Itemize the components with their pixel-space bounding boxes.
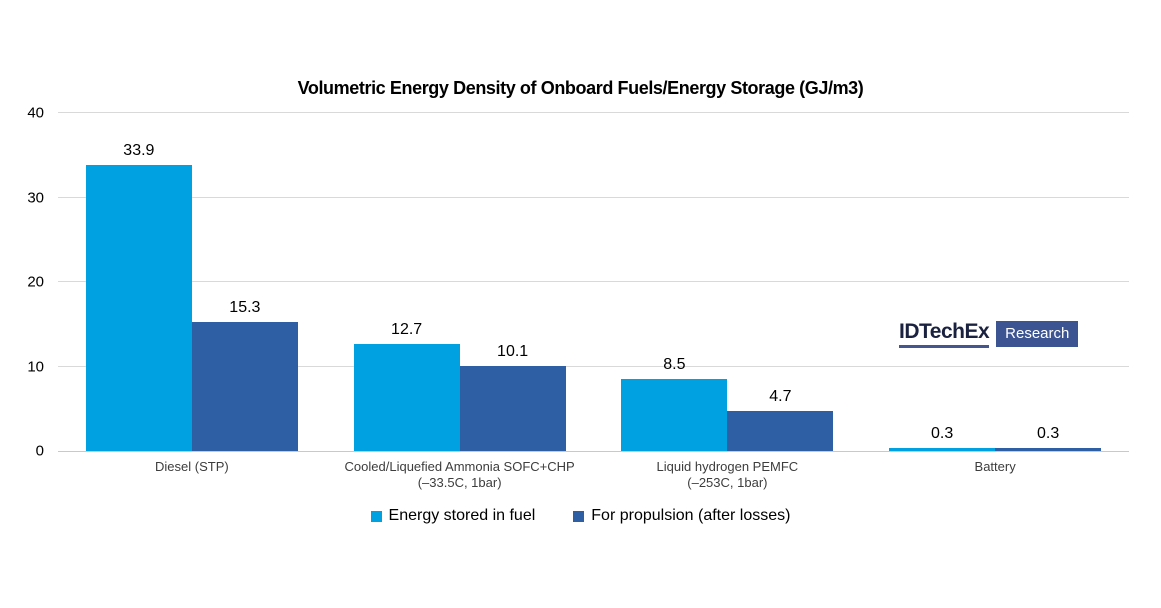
x-category-label: Battery bbox=[974, 459, 1016, 474]
legend-marker-icon bbox=[370, 510, 382, 522]
x-axis-labels: Diesel (STP) Cooled/Liquefied Ammonia SOF… bbox=[58, 459, 1129, 491]
idtechex-research-badge: Research bbox=[996, 321, 1079, 347]
bar-value-label: 33.9 bbox=[123, 141, 155, 159]
bar-group: 0.3 0.3 bbox=[861, 113, 1129, 451]
legend-label: For propulsion (after losses) bbox=[591, 507, 791, 524]
bar-value-label: 12.7 bbox=[391, 320, 423, 338]
y-axis-labels: 0 10 20 30 40 bbox=[0, 105, 50, 460]
bar: 15.3 bbox=[191, 299, 298, 451]
y-tick-label-20: 20 bbox=[27, 273, 44, 291]
bar-value-label: 10.1 bbox=[497, 342, 529, 360]
bar: 33.9 bbox=[85, 142, 192, 451]
bar-value-label: 4.7 bbox=[769, 388, 792, 406]
y-tick-label-30: 30 bbox=[27, 189, 44, 206]
x-category-label: Cooled/Liquefied Ammonia SOFC+CHP (–33.5C… bbox=[344, 459, 575, 490]
idtechex-logo: IDTechEx Research bbox=[899, 320, 1079, 348]
y-tick-label-10: 10 bbox=[27, 358, 44, 375]
y-tick-label-0: 0 bbox=[35, 442, 44, 460]
bar: 4.7 bbox=[727, 388, 834, 451]
bar-value-label: 0.3 bbox=[931, 425, 954, 443]
legend-marker-icon bbox=[573, 510, 585, 522]
x-category-label: Liquid hydrogen PEMFC (–253C, 1bar) bbox=[656, 459, 799, 490]
bar: 12.7 bbox=[353, 321, 460, 451]
bar: 0.3 bbox=[889, 425, 996, 451]
gridline-40 bbox=[58, 112, 1129, 113]
bar-value-label: 15.3 bbox=[229, 298, 261, 316]
legend: Energy stored in fuel For propulsion (aft… bbox=[0, 507, 1161, 525]
bar-pair: 0.3 0.3 bbox=[889, 425, 1102, 451]
plot-area: 33.9 15.3 12.7 10.1 8.5 4.7 0.3 0.3 bbox=[58, 112, 1129, 452]
legend-item: For propulsion (after losses) bbox=[573, 507, 790, 525]
idtechex-logo-text: IDTechEx bbox=[899, 320, 990, 348]
gridline-20 bbox=[58, 281, 1129, 282]
bar-group: 8.5 4.7 bbox=[594, 113, 862, 451]
chart-title: Volumetric Energy Density of Onboard Fue… bbox=[297, 78, 864, 98]
y-tick-label-40: 40 bbox=[27, 104, 44, 122]
bar: 8.5 bbox=[621, 356, 728, 451]
bar: 10.1 bbox=[459, 343, 566, 451]
bar-group: 33.9 15.3 bbox=[58, 113, 326, 451]
x-category-label: Diesel (STP) bbox=[155, 459, 229, 474]
bar-pair: 12.7 10.1 bbox=[353, 321, 566, 451]
gridline-10 bbox=[58, 365, 1129, 367]
legend-item: Energy stored in fuel bbox=[370, 507, 536, 525]
bar-groups: 33.9 15.3 12.7 10.1 8.5 4.7 0.3 0.3 bbox=[58, 113, 1129, 451]
gridline-30 bbox=[58, 196, 1129, 198]
bar-pair: 8.5 4.7 bbox=[621, 356, 834, 451]
bar: 0.3 bbox=[995, 425, 1102, 451]
legend-label: Energy stored in fuel bbox=[388, 507, 536, 524]
bar-group: 12.7 10.1 bbox=[326, 113, 594, 451]
bar-value-label: 8.5 bbox=[663, 356, 686, 374]
bar-pair: 33.9 15.3 bbox=[85, 142, 298, 451]
bar-value-label: 0.3 bbox=[1037, 425, 1060, 443]
